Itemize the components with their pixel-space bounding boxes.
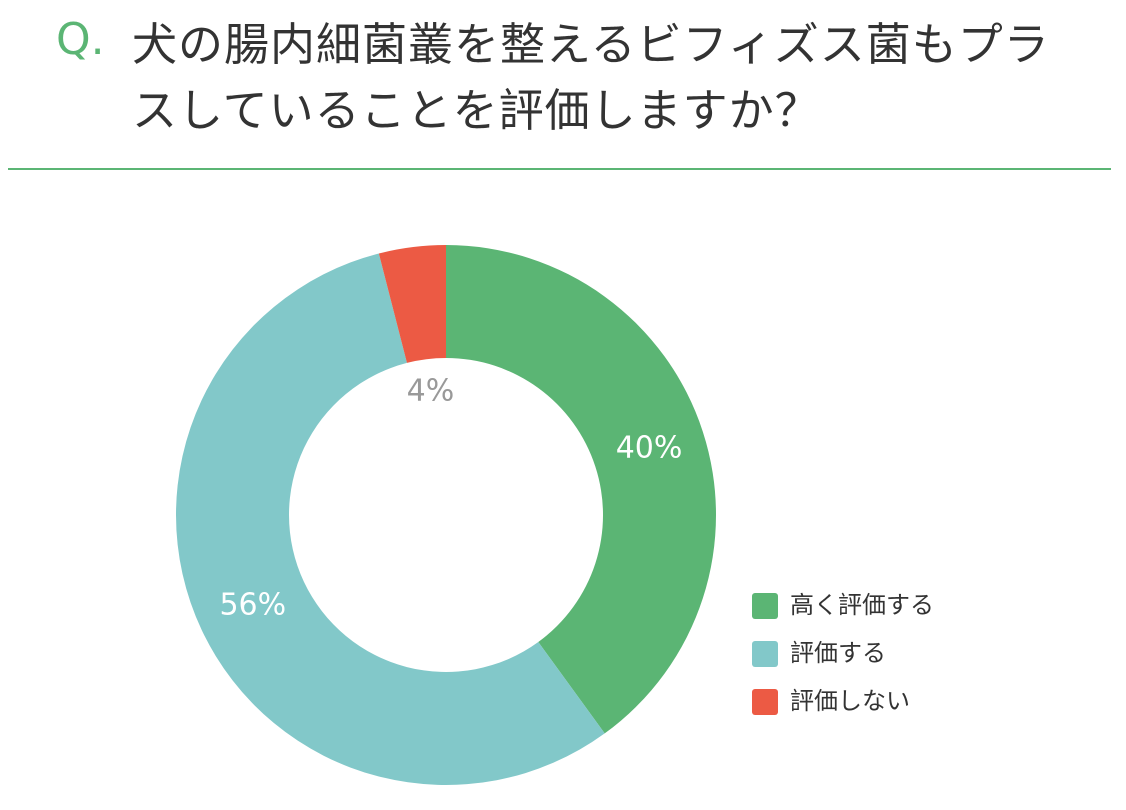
value-label: 40% xyxy=(616,431,683,466)
legend-label: 高く評価する xyxy=(790,591,934,619)
legend-swatch xyxy=(752,689,778,715)
question-marker: Q. xyxy=(56,14,105,65)
donut-slice xyxy=(175,253,605,785)
legend-label: 評価する xyxy=(790,639,886,667)
value-label: 4% xyxy=(407,373,455,408)
value-label: 56% xyxy=(219,587,286,622)
donut-slice xyxy=(378,245,446,363)
legend-swatch xyxy=(752,593,778,619)
donut-slice xyxy=(446,245,716,734)
legend-swatch xyxy=(752,641,778,667)
legend-label: 評価しない xyxy=(790,687,910,715)
title-rule xyxy=(8,168,1111,170)
chart-title: 犬の腸内細菌叢を整えるビフィズス菌もプラスしていることを評価しますか？ xyxy=(132,18,1050,137)
